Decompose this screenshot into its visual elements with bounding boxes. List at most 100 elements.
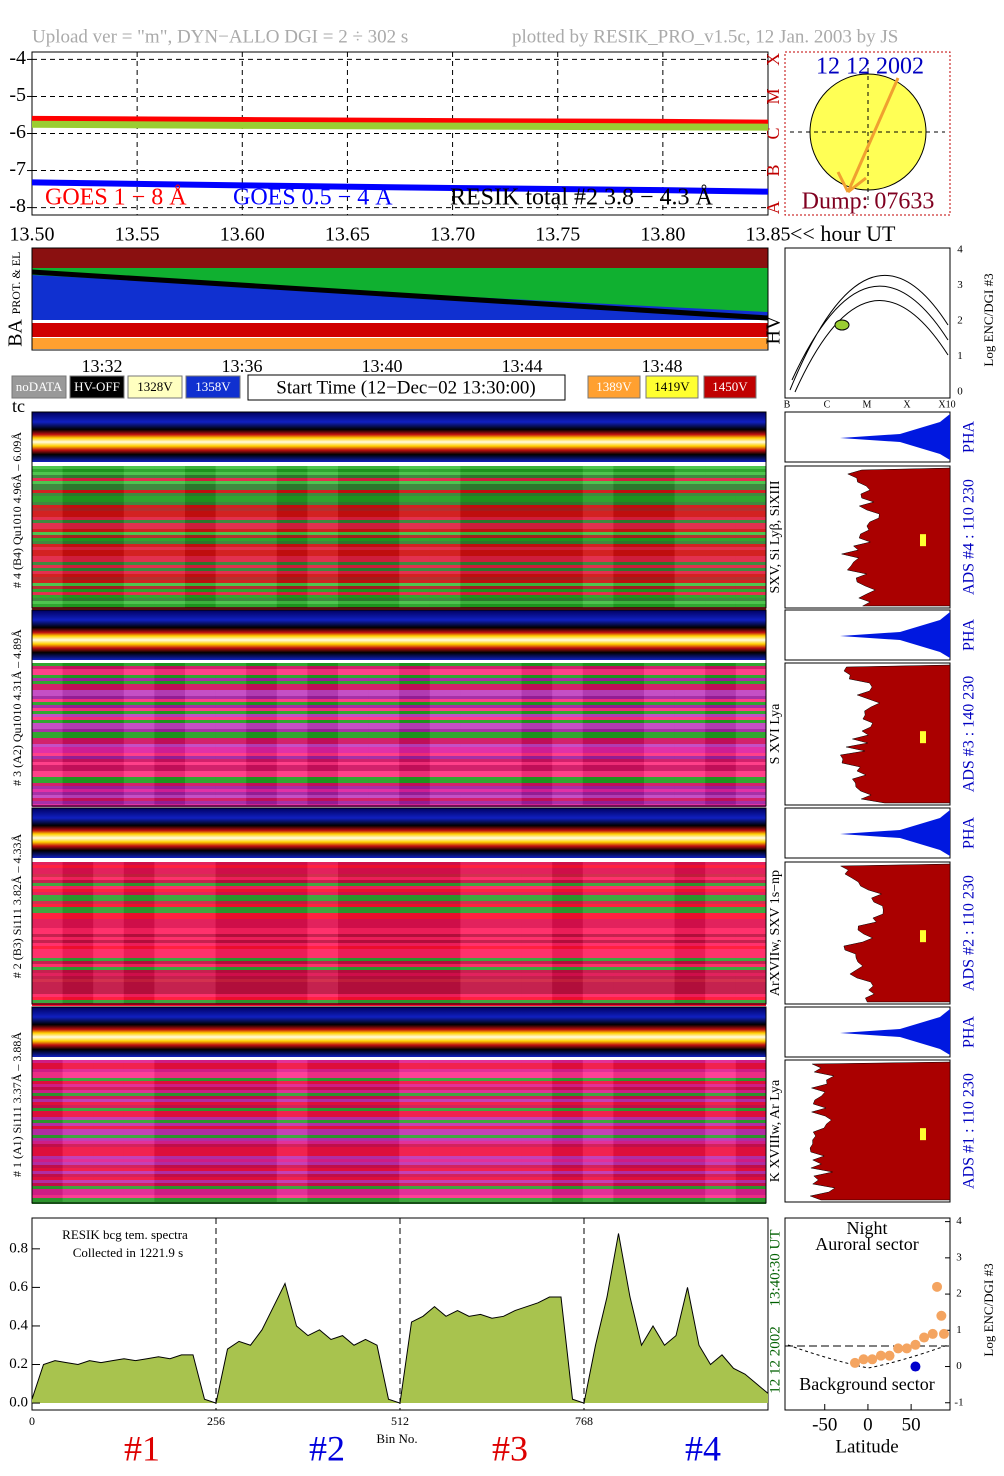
spectrogram-col: [460, 663, 491, 805]
status-band: [32, 338, 768, 349]
spectrogram-row: [32, 871, 766, 874]
legend-text: noDATA: [16, 379, 63, 394]
spectrogram-col: [460, 1060, 491, 1202]
spectrogram-col: [460, 466, 491, 608]
spectrogram-row: [32, 583, 766, 586]
spectrogram-row: [32, 934, 766, 937]
spectrogram-row: [32, 759, 766, 762]
spectrogram-row: [32, 756, 766, 759]
spectrogram-row: [32, 720, 766, 723]
spectrogram-col: [491, 862, 522, 1004]
spectrogram-row: [32, 994, 766, 997]
spectrogram-col: [62, 1060, 94, 1202]
spectrogram-row: [32, 904, 766, 907]
legend-box: [645, 375, 699, 399]
spectrogram-col: [674, 862, 706, 1004]
spectrogram-row: [32, 550, 766, 553]
time-label: 13:44: [501, 356, 542, 376]
ads-hist: [839, 664, 951, 804]
hv-tick-label: 0: [957, 386, 963, 398]
legend-box: [127, 375, 183, 399]
spectrogram-row: [32, 699, 766, 702]
status-line: [31, 269, 769, 321]
spectrogram-row: [32, 1153, 766, 1156]
spectrogram-row: [32, 547, 766, 550]
spectrogram-col: [735, 862, 767, 1004]
time-label: 13:32: [81, 356, 122, 376]
ads-marker: [920, 534, 926, 547]
pha-label: PHA: [961, 1016, 978, 1048]
spectrogram-row: [32, 1129, 766, 1132]
spectrogram-row: [32, 1189, 766, 1192]
spectrogram-row: [32, 708, 766, 711]
spectrogram-row: [32, 717, 766, 720]
y-tick-label: 1: [956, 1324, 962, 1336]
scatter-point: [927, 1328, 938, 1339]
y-tick-label: 0.0: [9, 1394, 28, 1410]
spectrogram-row: [32, 493, 766, 496]
series-line: [31, 179, 769, 195]
spectrogram-col: [62, 663, 94, 805]
spectrogram-row: [32, 744, 766, 747]
spectrogram-row: [32, 714, 766, 717]
ads-label: ADS #3 : 140 230: [961, 676, 978, 792]
spectrogram-row: [32, 1087, 766, 1090]
spectrogram-row: [32, 690, 766, 693]
spectrogram-col: [705, 1060, 736, 1202]
spectrogram-row: [32, 952, 766, 955]
spectrogram-row: [32, 1075, 766, 1078]
x-axis-label: << hour UT: [790, 221, 896, 246]
spectrogram-row: [32, 895, 766, 898]
pha-label: PHA: [961, 817, 978, 849]
pha-band: [32, 610, 766, 660]
spectrogram-row: [32, 997, 766, 1000]
spectrogram-row: [32, 490, 766, 493]
spectrogram-row: [32, 1096, 766, 1099]
panel-title: Night: [846, 1218, 887, 1238]
spectrogram-row: [32, 732, 766, 735]
y-tick-label: 0: [956, 1360, 962, 1372]
hv-ylabel: Log ENC/DGI #3: [981, 273, 996, 366]
class-label: A: [763, 201, 783, 214]
spectrogram-col: [246, 1060, 277, 1202]
spectrogram-row: [32, 922, 766, 925]
spectrogram-col: [154, 862, 185, 1004]
spectrogram-row: [32, 976, 766, 979]
scatter-point: [910, 1361, 921, 1372]
status-band: [32, 248, 768, 268]
x-tick-label: -50: [812, 1414, 837, 1435]
spectrogram-row: [32, 798, 766, 801]
spectrogram-row: [32, 892, 766, 895]
spectrogram-col: [123, 862, 155, 1004]
spectrogram-row: [32, 907, 766, 910]
spectrogram-row: [32, 526, 766, 529]
spectrogram-row: [32, 678, 766, 681]
line-label: S XVI Lya: [768, 703, 783, 764]
y-tick-label: 0.2: [9, 1356, 28, 1372]
spectrogram-row: [32, 472, 766, 475]
spectrogram-row: [32, 865, 766, 868]
start-box: [247, 374, 566, 401]
spectrogram-row: [32, 466, 766, 469]
scatter-point: [936, 1310, 947, 1321]
spectrogram-col: [491, 466, 522, 608]
spectrogram-col: [32, 466, 63, 608]
spectrogram-col: [552, 466, 583, 608]
spectrogram-col: [552, 663, 583, 805]
hv-class-label: C: [824, 399, 831, 410]
spectrogram-row: [32, 577, 766, 580]
spectrogram-row: [32, 487, 766, 490]
spectrogram-col: [246, 466, 277, 608]
spectrogram-col: [93, 862, 124, 1004]
spectrogram-row: [32, 669, 766, 672]
spectrogram-col: [521, 1060, 553, 1202]
spectrogram-row: [32, 1117, 766, 1120]
spectrogram-row: [32, 693, 766, 696]
spectrogram-col: [521, 466, 553, 608]
spectrogram-row: [32, 505, 766, 508]
sector-bottom: Background sector: [799, 1374, 934, 1394]
spectrogram-row: [32, 523, 766, 526]
legend-entry: RESIK total #2 3.8 − 4.3 Å: [450, 185, 714, 211]
spectrum-area: [32, 1233, 768, 1404]
spectrogram-row: [32, 874, 766, 877]
